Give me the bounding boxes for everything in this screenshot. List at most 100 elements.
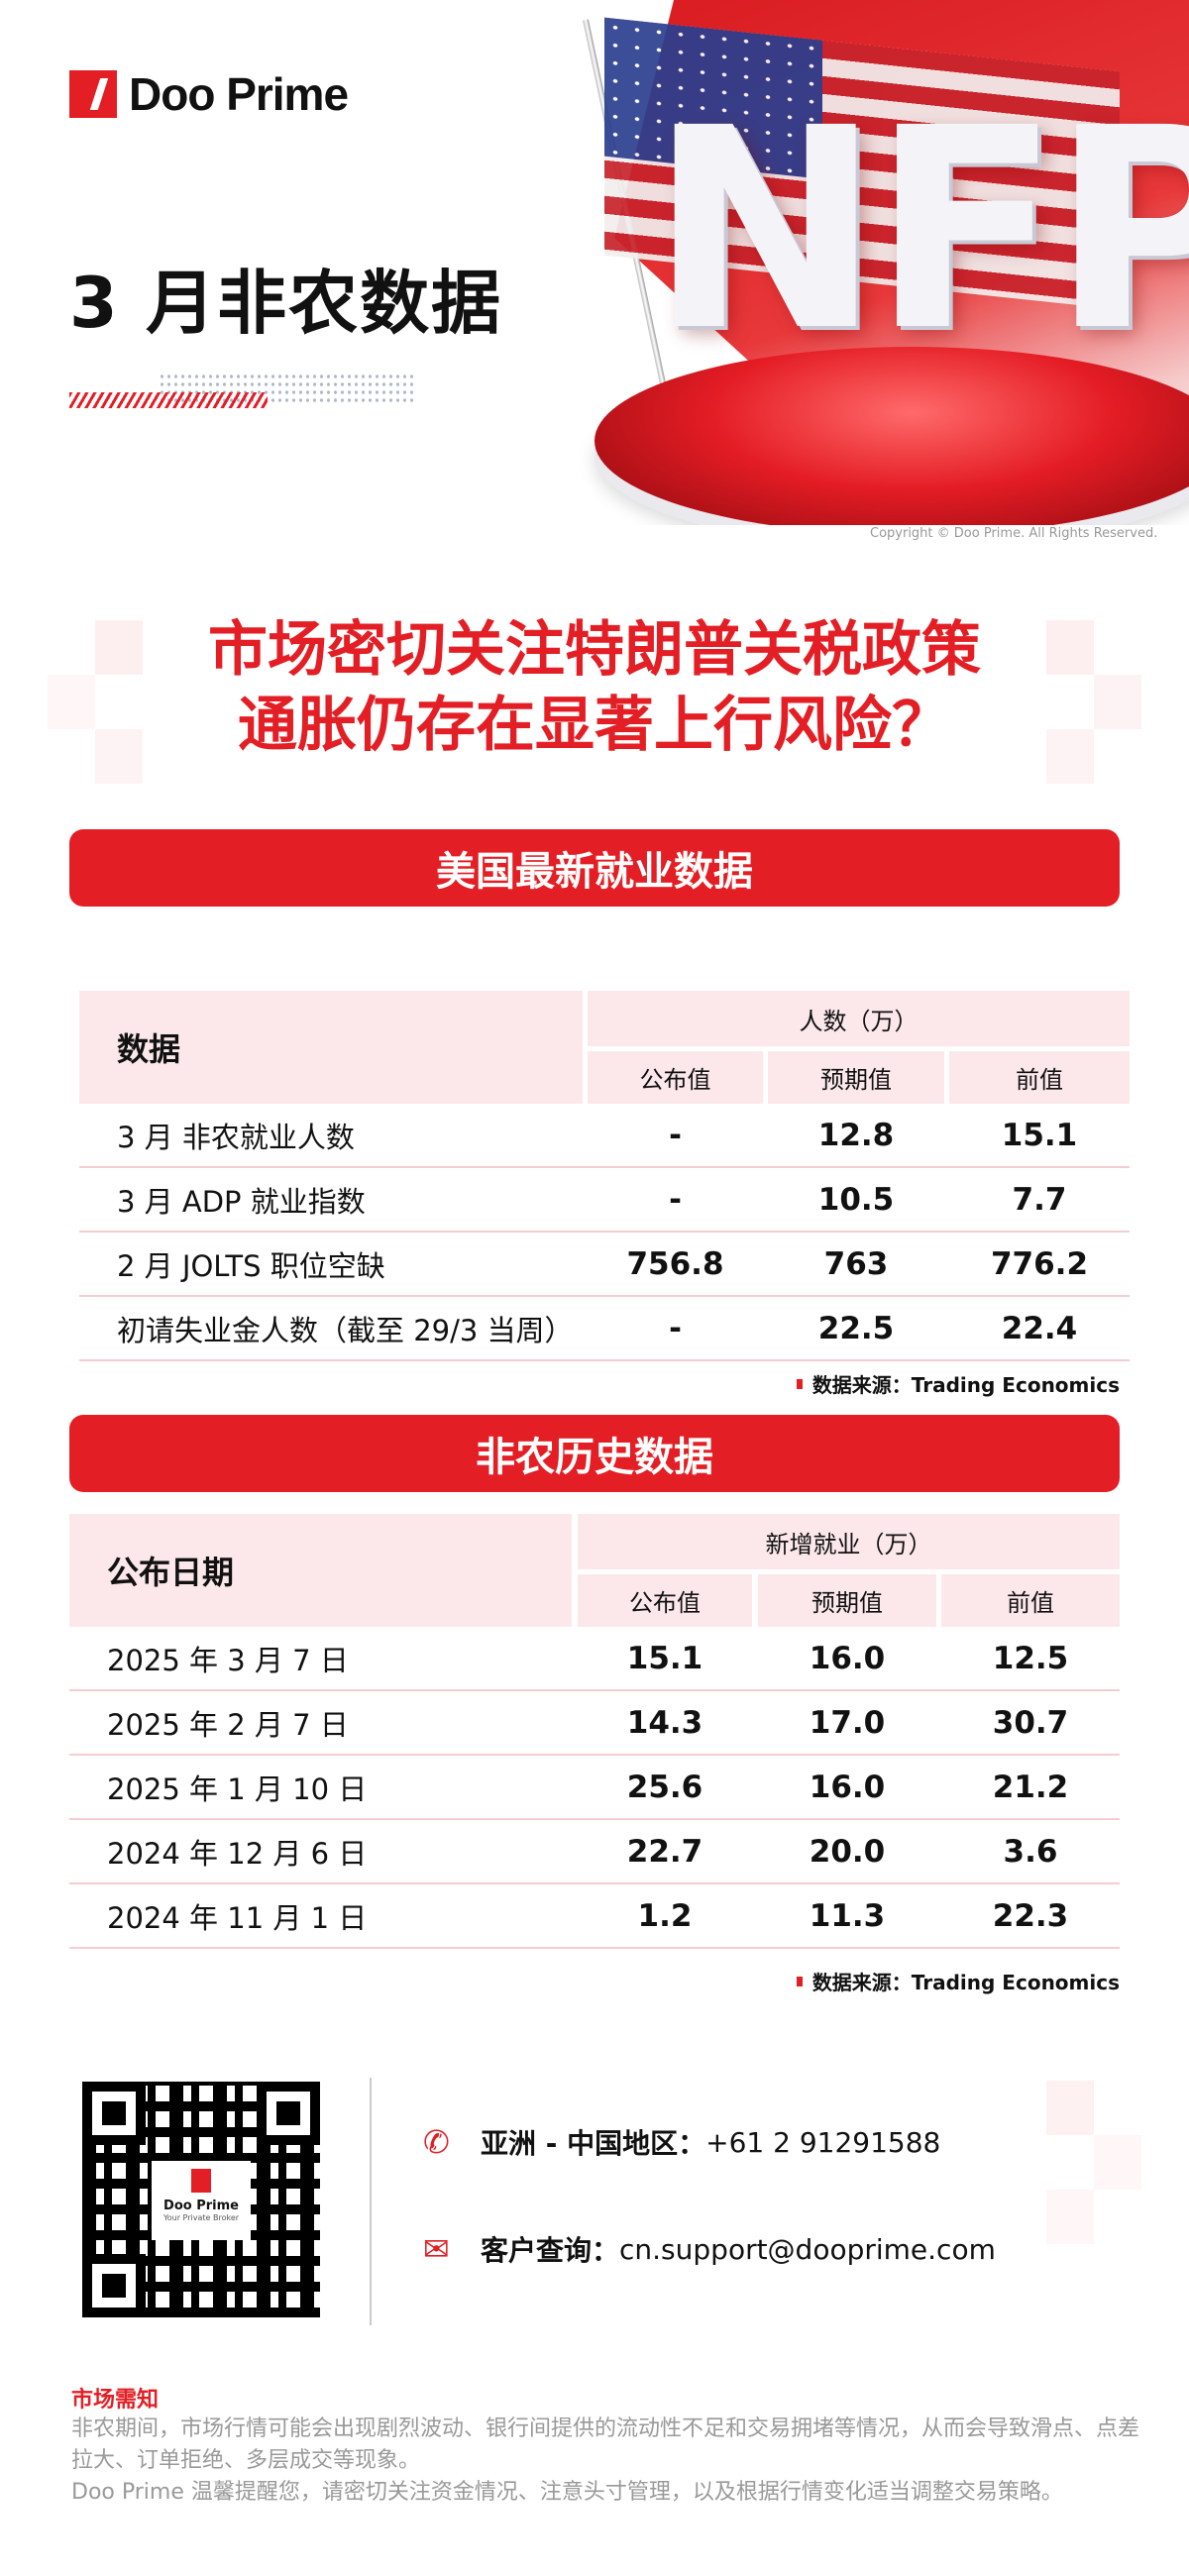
actual-value: 22.7 <box>626 1833 703 1870</box>
phone-contact: ✆ 亚洲 - 中国地区： +61 2 91291588 <box>423 2122 940 2162</box>
decor-square <box>48 675 95 729</box>
forecast-value: 16.0 <box>809 1769 886 1805</box>
row-label: 2025 年 3 月 7 日 <box>107 1643 349 1677</box>
row-label: 3 月 ADP 就业指数 <box>117 1184 366 1219</box>
email-address[interactable]: cn.support@dooprime.com <box>619 2232 996 2266</box>
nfp-letters: NFP <box>649 69 1189 392</box>
data-source-1: 数据来源：Trading Economics <box>796 1369 1120 1398</box>
footer-divider <box>370 2078 372 2325</box>
notice-line-1: 非农期间，市场行情可能会出现剧烈波动、银行间提供的流动性不足和交易拥堵等情况，从… <box>71 2416 1140 2473</box>
notice-title: 市场需知 <box>71 2388 160 2413</box>
qr-brand: Doo Prime <box>163 2199 239 2213</box>
previous-value: 3.6 <box>1003 1833 1058 1870</box>
row-label: 2 月 JOLTS 职位空缺 <box>117 1248 385 1283</box>
table-row: 2025 年 1 月 10 日 25.6 16.0 21.2 <box>69 1756 1120 1820</box>
section-banner-history: 非农历史数据 <box>69 1415 1120 1492</box>
previous-value: 21.2 <box>992 1769 1069 1805</box>
actual-value: 15.1 <box>626 1640 703 1676</box>
previous-value: 22.4 <box>1001 1310 1078 1346</box>
decor-square <box>1046 729 1094 784</box>
source-marker <box>796 1976 803 1986</box>
forecast-value: 10.5 <box>817 1181 895 1218</box>
qr-logo: Doo Prime Your Private Broker <box>152 2161 251 2240</box>
header-col-previous: 前值 <box>941 1574 1120 1627</box>
data-source-2: 数据来源：Trading Economics <box>796 1967 1120 1995</box>
header-col-actual: 公布值 <box>578 1574 752 1627</box>
header-col-forecast: 预期值 <box>768 1051 944 1104</box>
forecast-value: 763 <box>823 1245 889 1282</box>
row-label: 2024 年 11 月 1 日 <box>107 1900 368 1935</box>
actual-value: 25.6 <box>626 1769 703 1805</box>
mail-icon: ✉ <box>423 2230 450 2268</box>
table-row: 2025 年 3 月 7 日 15.1 16.0 12.5 <box>69 1627 1120 1691</box>
copyright: Copyright © Doo Prime. All Rights Reserv… <box>870 526 1158 541</box>
previous-value: 7.7 <box>1012 1181 1067 1218</box>
table-row: 3 月 ADP 就业指数 - 10.5 7.7 <box>79 1168 1130 1233</box>
brand-logo: Doo Prime <box>69 67 349 121</box>
qr-finder <box>82 2082 146 2145</box>
forecast-value: 12.8 <box>817 1117 895 1153</box>
header-label: 公布日期 <box>69 1514 572 1627</box>
page-title: 3 月非农数据 <box>69 263 503 344</box>
headline-line-1: 市场密切关注特朗普关税政策 <box>208 615 981 685</box>
previous-value: 776.2 <box>990 1245 1089 1282</box>
decor-square <box>1094 2135 1141 2190</box>
notice-text: 非农期间，市场行情可能会出现剧烈波动、银行间提供的流动性不足和交易拥堵等情况，从… <box>71 2414 1141 2509</box>
section-banner-latest: 美国最新就业数据 <box>69 829 1120 907</box>
decorative-stripes <box>69 392 268 408</box>
phone-number[interactable]: +61 2 91291588 <box>705 2125 941 2159</box>
logo-icon <box>69 70 117 118</box>
forecast-value: 20.0 <box>809 1833 886 1870</box>
header-group: 人数（万） <box>588 991 1130 1046</box>
header-label: 数据 <box>79 991 583 1104</box>
source-text: 数据来源：Trading Economics <box>811 1373 1120 1397</box>
red-podium <box>594 347 1189 525</box>
actual-value: 14.3 <box>626 1704 703 1741</box>
forecast-value: 22.5 <box>817 1310 895 1346</box>
headline-line-2: 通胀仍存在显著上行风险？ <box>238 691 951 760</box>
logo-text: Doo Prime <box>129 68 349 120</box>
header-col-actual: 公布值 <box>588 1051 763 1104</box>
decor-square <box>1046 620 1094 675</box>
row-label: 初请失业金人数（截至 29/3 当周） <box>117 1313 574 1347</box>
row-label: 2024 年 12 月 6 日 <box>107 1836 368 1871</box>
table-row: 2024 年 11 月 1 日 1.2 11.3 22.3 <box>69 1884 1120 1949</box>
row-label: 3 月 非农就业人数 <box>117 1120 355 1154</box>
previous-value: 15.1 <box>1001 1117 1078 1153</box>
forecast-value: 11.3 <box>809 1897 886 1934</box>
decor-square <box>95 620 143 675</box>
forecast-value: 17.0 <box>809 1704 886 1741</box>
phone-label: 亚洲 - 中国地区： <box>481 2127 706 2160</box>
row-label: 2025 年 1 月 10 日 <box>107 1771 368 1806</box>
row-label: 2025 年 2 月 7 日 <box>107 1707 349 1742</box>
table-row: 2024 年 12 月 6 日 22.7 20.0 3.6 <box>69 1820 1120 1884</box>
header-col-previous: 前值 <box>949 1051 1130 1104</box>
notice-line-2: Doo Prime 温馨提醒您，请密切关注资金情况、注意头寸管理，以及根据行情变… <box>71 2480 1063 2505</box>
table-row: 2 月 JOLTS 职位空缺 756.8 763 776.2 <box>79 1233 1130 1297</box>
forecast-value: 16.0 <box>809 1640 886 1676</box>
decor-square <box>1094 675 1141 729</box>
hero-image: NFP <box>555 0 1189 525</box>
previous-value: 30.7 <box>992 1704 1069 1741</box>
actual-value: - <box>669 1117 682 1153</box>
decor-square <box>1046 2081 1094 2135</box>
qr-code[interactable]: Doo Prime Your Private Broker <box>82 2082 320 2317</box>
email-label: 客户查询： <box>481 2234 620 2267</box>
actual-value: 1.2 <box>637 1897 693 1934</box>
source-marker <box>796 1378 803 1389</box>
header-col-forecast: 预期值 <box>758 1574 936 1627</box>
table-row: 初请失业金人数（截至 29/3 当周） - 22.5 22.4 <box>79 1297 1130 1361</box>
table-row: 2025 年 2 月 7 日 14.3 17.0 30.7 <box>69 1691 1120 1756</box>
actual-value: - <box>669 1310 682 1346</box>
previous-value: 22.3 <box>992 1897 1069 1934</box>
qr-finder <box>257 2082 320 2145</box>
actual-value: - <box>669 1181 682 1218</box>
phone-icon: ✆ <box>423 2123 450 2161</box>
actual-value: 756.8 <box>626 1245 724 1282</box>
qr-finder <box>82 2254 146 2317</box>
headline: 市场密切关注特朗普关税政策 通胀仍存在显著上行风险？ <box>0 612 1189 763</box>
source-text: 数据来源：Trading Economics <box>811 1971 1120 1994</box>
qr-tagline: Your Private Broker <box>162 2213 240 2222</box>
logo-icon <box>191 2169 211 2193</box>
email-contact: ✉ 客户查询： cn.support@dooprime.com <box>423 2229 996 2269</box>
